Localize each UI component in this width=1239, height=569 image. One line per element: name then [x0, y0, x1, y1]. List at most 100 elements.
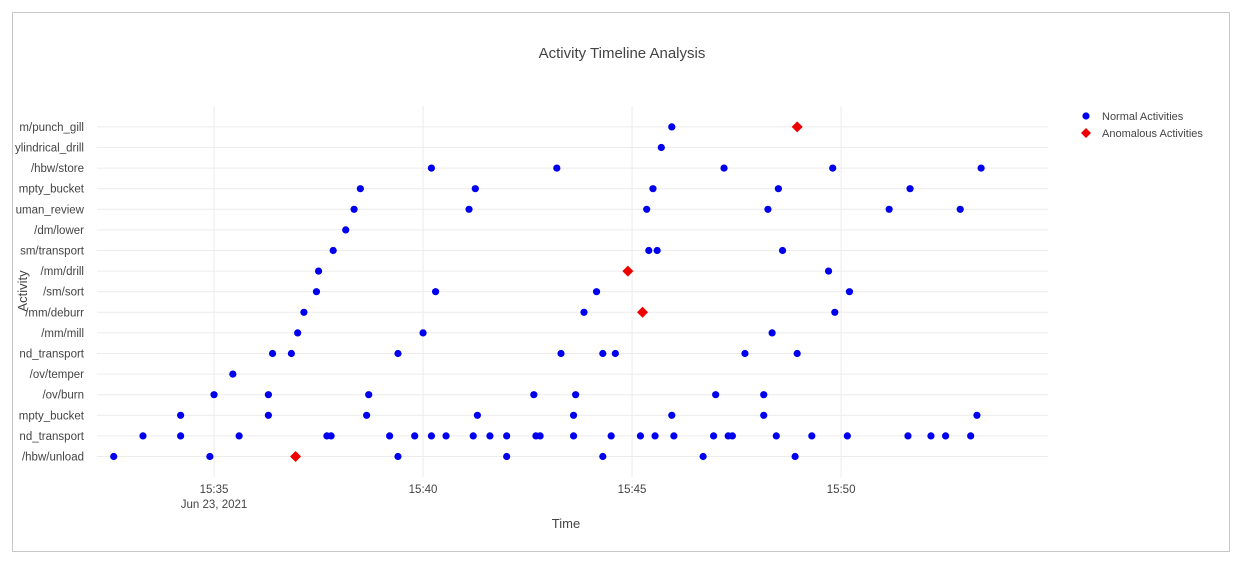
normal-point [668, 123, 676, 131]
y-tick-label: /ov/burn [42, 390, 84, 402]
normal-point [327, 432, 335, 440]
y-tick-label: mpty_bucket [19, 184, 85, 196]
normal-point [177, 432, 185, 440]
normal-point [668, 411, 676, 419]
normal-point [720, 164, 728, 172]
legend: Normal Activities Anomalous Activities [1081, 111, 1203, 140]
normal-point [760, 391, 768, 399]
normal-point [314, 267, 323, 275]
normal-point [967, 432, 975, 440]
x-tick-label: 15:40 [409, 484, 438, 496]
normal-point [774, 185, 782, 193]
normal-point [431, 288, 440, 296]
normal-point [607, 432, 615, 440]
normal-point [386, 432, 394, 440]
normal-point [356, 185, 364, 193]
x-tick-label: 15:50 [827, 484, 856, 496]
normal-point [530, 391, 538, 399]
normal-point [473, 411, 481, 419]
normal-point [824, 267, 833, 275]
normal-point [778, 246, 787, 255]
normal-point [471, 185, 479, 193]
normal-point [264, 391, 272, 399]
anomalous-point [637, 306, 649, 318]
grid [97, 106, 1048, 477]
normal-point [808, 432, 816, 440]
normal-point [651, 432, 659, 440]
normal-point [139, 432, 147, 440]
chart-title: Activity Timeline Analysis [539, 45, 706, 62]
legend-label: Normal Activities [1102, 111, 1184, 123]
normal-point [235, 432, 243, 440]
normal-point [885, 205, 893, 213]
normal-point [977, 164, 985, 172]
y-tick-label: ylindrical_drill [15, 143, 84, 155]
normal-point [793, 349, 801, 358]
normal-point [941, 432, 950, 440]
data-points [110, 121, 985, 462]
normal-point [611, 349, 619, 358]
normal-point [728, 432, 736, 440]
normal-point [229, 370, 237, 378]
normal-point [486, 432, 494, 440]
legend-marker-anomalous [1081, 128, 1091, 138]
normal-point [294, 329, 302, 337]
normal-point [741, 349, 749, 358]
normal-point [503, 432, 511, 440]
normal-point [536, 432, 544, 440]
normal-point [592, 288, 601, 296]
normal-point [657, 143, 665, 152]
normal-point [599, 452, 607, 461]
normal-point [636, 432, 645, 440]
normal-point [829, 164, 837, 172]
y-tick-label: nd_transport [19, 349, 84, 361]
normal-point [210, 391, 218, 399]
normal-point [365, 391, 373, 399]
normal-point [312, 288, 321, 296]
normal-point [831, 308, 839, 316]
normal-point [569, 411, 578, 419]
y-tick-label: /mm/drill [41, 266, 84, 278]
anomalous-point [290, 451, 302, 462]
normal-point [906, 185, 914, 193]
normal-point [427, 164, 436, 172]
normal-point [329, 246, 337, 255]
normal-point [580, 308, 588, 316]
normal-point [469, 432, 477, 440]
normal-point [572, 391, 580, 399]
x-tick-label: 15:35 [200, 484, 229, 496]
normal-point [599, 349, 607, 358]
legend-marker-normal [1082, 112, 1090, 120]
normal-point [843, 432, 851, 440]
normal-point [670, 432, 678, 440]
normal-point [465, 205, 473, 213]
chart-frame [12, 12, 1230, 552]
normal-point [110, 452, 118, 461]
normal-point [569, 432, 578, 440]
normal-point [363, 411, 371, 419]
normal-point [764, 205, 772, 213]
normal-point [643, 205, 651, 213]
normal-point [350, 205, 358, 213]
x-axis-ticks: 15:35 15:40 15:45 15:50 Jun 23, 2021 [181, 484, 856, 511]
normal-point [177, 411, 185, 419]
y-axis-ticks: /hbw/unload nd_transport mpty_bucket/ov/bu… [15, 122, 85, 464]
normal-point [699, 452, 707, 461]
y-tick-label: /sm/sort [43, 287, 85, 299]
normal-point [287, 349, 295, 358]
x-date-label: Jun 23, 2021 [181, 499, 248, 511]
normal-point [760, 411, 768, 419]
y-tick-label: nd_transport [19, 431, 84, 443]
y-tick-label: /dm/lower [34, 225, 84, 237]
normal-point [300, 308, 308, 316]
normal-point [427, 432, 436, 440]
normal-point [342, 226, 350, 234]
normal-point [206, 452, 214, 461]
normal-point [973, 411, 981, 419]
normal-point [927, 432, 935, 440]
x-axis-title: Time [552, 516, 580, 531]
x-tick-label: 15:45 [618, 484, 647, 496]
normal-point [557, 349, 565, 358]
normal-point [904, 432, 912, 440]
